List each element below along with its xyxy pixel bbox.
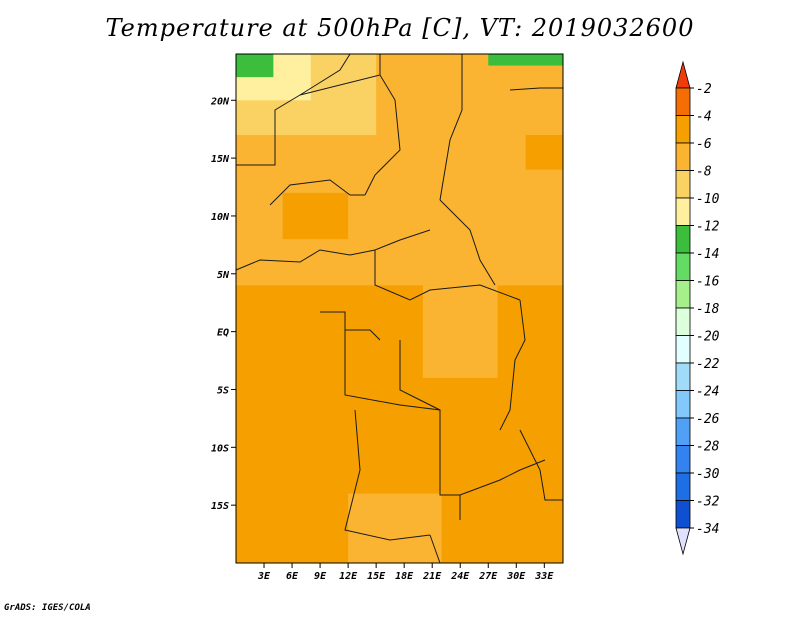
x-tick-label: 3E [257, 571, 271, 582]
country-boundary [459, 459, 546, 496]
x-tick-label: 33E [534, 571, 554, 582]
x-axis: 3E 6E 9E 12E 15E 18E 21E 24E 27E 30E 33E [257, 563, 554, 582]
x-tick-label: 18E [395, 571, 414, 582]
colorbar-swatch [675, 87, 691, 116]
country-boundary [439, 199, 496, 286]
y-tick-label: 5S [217, 385, 229, 396]
y-tick-label: 20N [210, 96, 230, 107]
x-tick-label: 6E [286, 571, 299, 582]
country-boundary [374, 250, 521, 301]
chart-title: Temperature at 500hPa [C], VT: 201903260… [105, 14, 695, 42]
colorbar-swatch [675, 472, 691, 501]
colorbar-swatch [675, 362, 691, 391]
colorbar-swatch [675, 197, 691, 226]
y-axis: 20N 15N 10N 5N EQ 5S 10S 15S [210, 96, 236, 512]
colorbar-label: -16 [696, 275, 720, 290]
colorbar-swatch [675, 225, 691, 254]
temperature-region [282, 192, 349, 240]
grads-credit: GrADS: IGES/COLA [4, 603, 91, 613]
temperature-region [525, 134, 563, 170]
colorbar-label: -20 [696, 330, 720, 345]
colorbar-swatch [675, 170, 691, 199]
colorbar-swatch [675, 280, 691, 309]
temperature-region [488, 54, 563, 66]
x-tick-label: 24E [450, 571, 470, 582]
colorbar-swatch [675, 252, 691, 281]
country-boundary [399, 340, 441, 411]
colorbar-swatch [675, 115, 691, 144]
colorbar-label: -22 [696, 357, 720, 372]
colorbar-label: -8 [696, 165, 712, 180]
country-boundary [349, 229, 431, 256]
colorbar-label: -28 [696, 440, 720, 455]
x-tick-label: 30E [506, 571, 526, 582]
colorbar-label: -12 [696, 220, 720, 235]
colorbar-label: -18 [696, 302, 720, 317]
y-tick-label: 15S [211, 501, 229, 512]
y-tick-label: 5N [217, 270, 230, 281]
colorbar: -2 -4 -6 -8 -10 -12 -14 -16 -18 -20 -22 -24 -26 -28 -3… [675, 60, 720, 556]
colorbar-label: -24 [696, 385, 719, 400]
plot-frame [235, 53, 564, 564]
x-tick-label: 12E [339, 571, 358, 582]
country-boundary [499, 299, 526, 431]
colorbar-swatch [675, 390, 691, 419]
y-tick-label: EQ [217, 328, 229, 339]
temperature-region [422, 285, 498, 378]
colorbar-label: -10 [696, 192, 720, 207]
country-boundary [344, 330, 401, 406]
y-tick-label: 15N [211, 154, 230, 165]
country-boundary [235, 249, 351, 271]
plot-area [235, 53, 564, 564]
x-tick-label: 9E [314, 571, 327, 582]
country-boundary [519, 429, 563, 501]
country-boundary [269, 179, 365, 206]
colorbar-swatch [675, 445, 691, 474]
x-tick-label: 27E [478, 571, 498, 582]
x-tick-label: 21E [422, 571, 442, 582]
temperature-region [236, 54, 274, 78]
y-tick-label: 10S [211, 443, 229, 454]
colorbar-swatch [675, 307, 691, 336]
colorbar-label: -34 [696, 522, 719, 537]
x-tick-label: 15E [367, 571, 386, 582]
temperature-region [348, 493, 442, 563]
country-boundary [344, 409, 431, 541]
country-boundary [236, 53, 351, 166]
country-boundary [439, 54, 463, 201]
colorbar-label: -4 [696, 110, 712, 125]
colorbar-bottom-arrow [675, 527, 691, 556]
y-tick-label: 10N [211, 212, 230, 223]
country-boundary [399, 404, 461, 520]
colorbar-label: -6 [696, 137, 712, 152]
country-boundary [429, 534, 441, 564]
colorbar-label: -30 [696, 467, 720, 482]
country-boundary [509, 87, 563, 91]
colorbar-swatch [675, 142, 691, 171]
colorbar-top-arrow [675, 60, 691, 89]
colorbar-swatch [675, 335, 691, 364]
colorbar-swatch [675, 417, 691, 446]
colorbar-label: -26 [696, 412, 720, 427]
colorbar-label: -2 [696, 82, 712, 97]
colorbar-label: -14 [696, 247, 719, 262]
colorbar-swatch [675, 500, 691, 529]
colorbar-label: -32 [696, 495, 720, 510]
country-boundary [364, 74, 401, 196]
